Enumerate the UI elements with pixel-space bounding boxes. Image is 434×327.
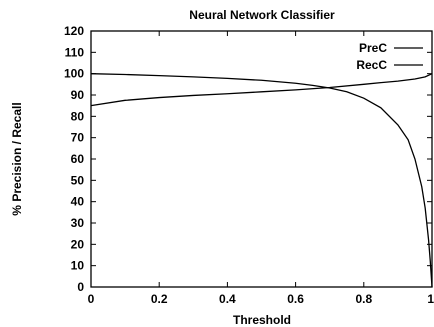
y-tick-label: 50 — [71, 173, 85, 187]
x-tick-label: 0 — [88, 292, 95, 306]
chart-title: Neural Network Classifier — [189, 8, 335, 22]
series-line-prec — [90, 73, 433, 107]
x-tick-label: 0.4 — [219, 292, 236, 306]
plot-frame — [90, 30, 433, 288]
legend-label-prec: PreC — [359, 41, 387, 55]
x-tick-label: 0.6 — [287, 292, 304, 306]
y-tick-label: 70 — [71, 131, 85, 145]
y-tick-label: 120 — [64, 24, 84, 38]
y-tick-label: 100 — [64, 67, 84, 81]
y-tick-label: 0 — [77, 280, 84, 294]
x-tick-label: 0.2 — [151, 292, 168, 306]
x-tick-label: 1 — [427, 292, 434, 306]
legend: PreC RecC — [356, 41, 423, 72]
x-axis-ticks: 0 0.2 0.4 0.6 0.8 1 — [88, 31, 434, 306]
y-tick-label: 80 — [71, 109, 85, 123]
y-tick-label: 10 — [71, 259, 85, 273]
y-axis-title: % Precision / Recall — [10, 102, 24, 215]
legend-label-recc: RecC — [356, 58, 387, 72]
x-tick-label: 0.8 — [355, 292, 372, 306]
y-axis-ticks: 0 10 20 30 40 50 60 70 80 90 100 110 120 — [64, 24, 432, 294]
y-tick-label: 30 — [71, 216, 85, 230]
x-axis-title: Threshold — [233, 313, 291, 327]
series-line-recc — [90, 73, 433, 288]
series-layer — [90, 73, 433, 288]
y-tick-label: 20 — [71, 237, 85, 251]
y-tick-label: 40 — [71, 195, 85, 209]
y-tick-label: 90 — [71, 88, 85, 102]
y-tick-label: 60 — [71, 152, 85, 166]
y-tick-label: 110 — [65, 45, 85, 59]
